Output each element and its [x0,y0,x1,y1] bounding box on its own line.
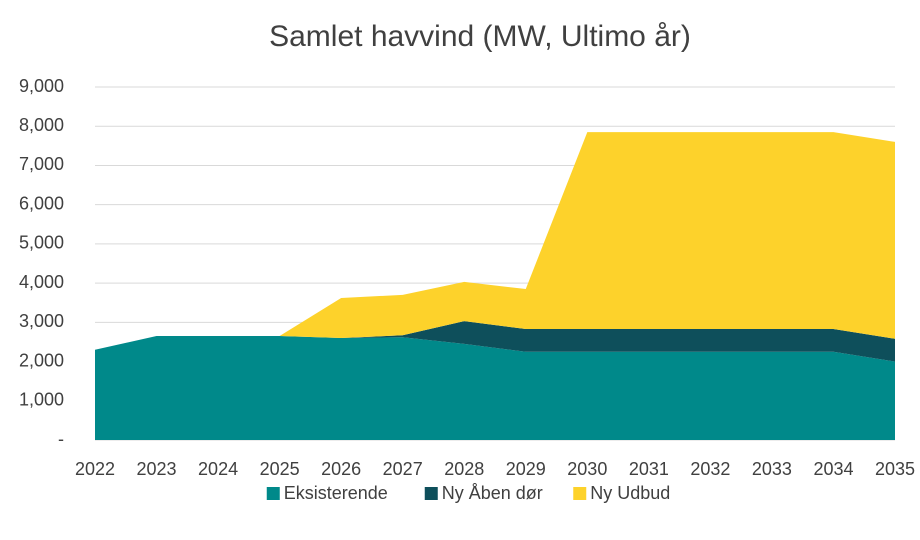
x-tick-label: 2027 [383,459,423,479]
legend-swatch [573,487,587,500]
legend-label: Eksisterende [284,483,388,503]
y-tick-label: 6,000 [19,193,64,213]
x-tick-label: 2035 [875,459,915,479]
y-tick-label: 5,000 [19,233,64,253]
chart-title: Samlet havvind (MW, Ultimo år) [269,20,691,53]
x-tick-label: 2030 [567,459,607,479]
y-tick-label: - [58,429,64,449]
y-tick-label: 4,000 [19,272,64,292]
y-tick-label: 7,000 [19,154,64,174]
legend-swatch [266,487,280,500]
area [95,321,895,362]
x-tick-label: 2025 [260,459,300,479]
x-tick-label: 2032 [690,459,730,479]
y-tick-label: 9,000 [19,76,64,96]
x-tick-label: 2031 [629,459,669,479]
x-tick-label: 2029 [506,459,546,479]
y-tick-label: 2,000 [19,350,64,370]
area [95,132,895,350]
x-tick-label: 2026 [321,459,361,479]
y-tick-label: 1,000 [19,390,64,410]
x-tick-label: 2034 [813,459,853,479]
x-tick-label: 2033 [752,459,792,479]
y-tick-label: 3,000 [19,311,64,331]
legend-swatch [424,487,438,500]
legend-label: Ny Åben dør [442,483,543,503]
x-tick-label: 2022 [75,459,115,479]
y-tick-label: 8,000 [19,115,64,135]
x-tick-label: 2024 [198,459,238,479]
area [95,336,895,440]
x-tick-label: 2023 [137,459,177,479]
legend-label: Ny Udbud [590,483,670,503]
x-tick-label: 2028 [444,459,484,479]
